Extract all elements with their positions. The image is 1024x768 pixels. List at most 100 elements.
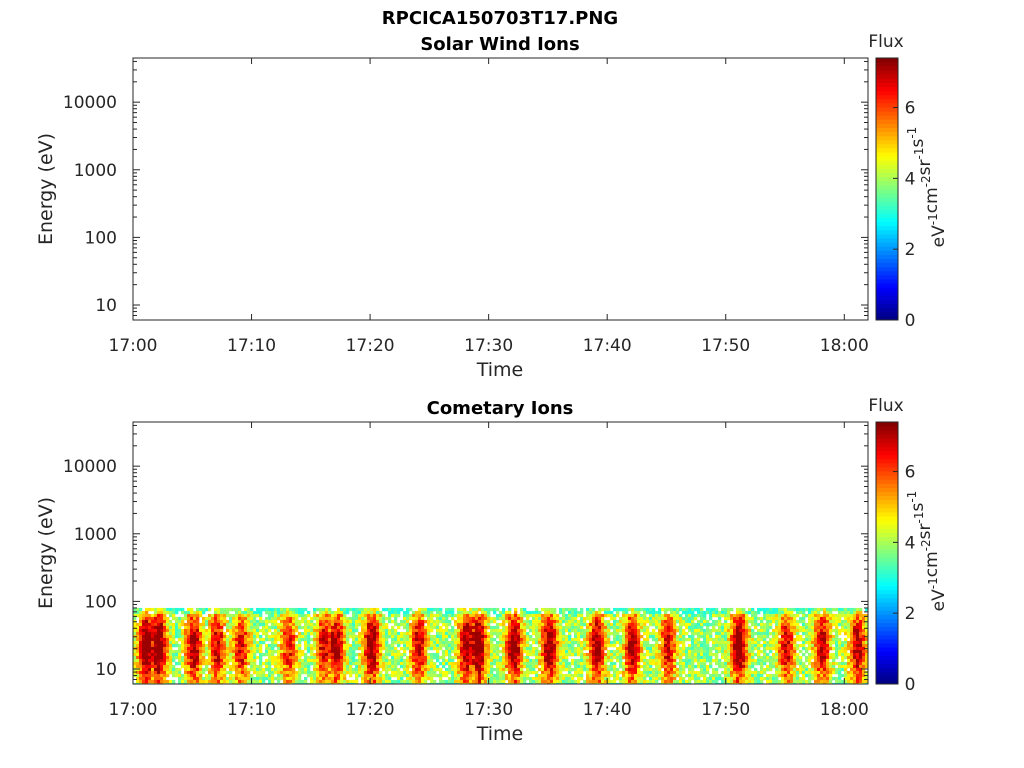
heatmap-cell <box>469 652 473 657</box>
heatmap-cell <box>466 610 470 615</box>
heatmap-cell <box>163 640 167 645</box>
heatmap-cell <box>346 628 350 633</box>
heatmap-cell <box>541 631 545 636</box>
heatmap-cell <box>223 676 227 681</box>
heatmap-cell <box>607 613 611 618</box>
heatmap-cell <box>592 652 596 657</box>
heatmap-cell <box>541 643 545 648</box>
heatmap-cell <box>697 682 701 684</box>
heatmap-cell <box>235 658 239 663</box>
heatmap-cell <box>271 643 275 648</box>
heatmap-cell <box>376 643 380 648</box>
heatmap-cell <box>244 655 248 660</box>
heatmap-cell <box>214 667 218 672</box>
heatmap-cell <box>178 625 182 630</box>
heatmap-cell <box>427 637 431 642</box>
heatmap-cell <box>316 646 320 651</box>
heatmap-cell <box>247 682 251 684</box>
heatmap-cell <box>610 655 614 660</box>
heatmap-cell <box>733 631 737 636</box>
heatmap-cell <box>631 652 635 657</box>
heatmap-cell <box>574 679 578 684</box>
heatmap-cell <box>226 646 230 651</box>
heatmap-cell <box>667 679 671 684</box>
heatmap-cell <box>688 610 692 615</box>
heatmap-cell <box>448 622 452 627</box>
heatmap-cell <box>475 619 479 624</box>
heatmap-cell <box>457 607 461 612</box>
heatmap-cell <box>496 649 500 654</box>
heatmap-cell <box>658 625 662 630</box>
heatmap-cell <box>484 649 488 654</box>
heatmap-cell <box>667 628 671 633</box>
heatmap-cell <box>538 622 542 627</box>
heatmap-cell <box>193 673 197 678</box>
heatmap-cell <box>199 676 203 681</box>
heatmap-cell <box>355 619 359 624</box>
heatmap-cell <box>562 643 566 648</box>
heatmap-cell <box>535 640 539 645</box>
heatmap-cell <box>571 658 575 663</box>
heatmap-cell <box>628 679 632 684</box>
heatmap-cell <box>664 661 668 666</box>
heatmap-cell <box>463 655 467 660</box>
heatmap-cell <box>319 676 323 681</box>
heatmap-cell <box>712 646 716 651</box>
heatmap-cell <box>622 640 626 645</box>
heatmap-cell <box>277 676 281 681</box>
heatmap-cell <box>358 616 362 621</box>
heatmap-cell <box>319 670 323 675</box>
heatmap-cell <box>514 652 518 657</box>
heatmap-cell <box>583 628 587 633</box>
heatmap-cell <box>238 682 242 684</box>
heatmap-cell <box>229 613 233 618</box>
heatmap-cell <box>487 622 491 627</box>
heatmap-cell <box>334 610 338 615</box>
heatmap-cell <box>676 670 680 675</box>
heatmap-cell <box>349 646 353 651</box>
heatmap-cell <box>244 646 248 651</box>
heatmap-cell <box>349 607 353 612</box>
heatmap-cell <box>325 679 329 684</box>
heatmap-cell <box>274 619 278 624</box>
heatmap-cell <box>376 616 380 621</box>
heatmap-cell <box>463 637 467 642</box>
heatmap-cell <box>640 670 644 675</box>
heatmap-cell <box>373 640 377 645</box>
heatmap-cell <box>691 637 695 642</box>
heatmap-cell <box>676 655 680 660</box>
heatmap-cell <box>502 625 506 630</box>
heatmap-cell <box>187 658 191 663</box>
heatmap-cell <box>235 640 239 645</box>
heatmap-cell <box>247 619 251 624</box>
heatmap-cell <box>361 652 365 657</box>
heatmap-cell <box>427 646 431 651</box>
heatmap-cell <box>694 652 698 657</box>
heatmap-cell <box>217 619 221 624</box>
heatmap-cell <box>700 649 704 654</box>
heatmap-cell <box>304 622 308 627</box>
heatmap-cell <box>598 613 602 618</box>
heatmap-cell <box>433 670 437 675</box>
heatmap-cell <box>724 667 728 672</box>
heatmap-cell <box>631 613 635 618</box>
heatmap-cell <box>157 664 161 669</box>
heatmap-cell <box>247 640 251 645</box>
heatmap-cell <box>253 655 257 660</box>
heatmap-cell <box>433 643 437 648</box>
heatmap-cell <box>283 628 287 633</box>
heatmap-cell <box>367 631 371 636</box>
heatmap-cell <box>580 619 584 624</box>
heatmap-cell <box>463 610 467 615</box>
heatmap-cell <box>172 628 176 633</box>
heatmap-cell <box>502 667 506 672</box>
heatmap-cell <box>259 616 263 621</box>
heatmap-cell <box>445 673 449 678</box>
heatmap-cell <box>652 670 656 675</box>
heatmap-cell <box>442 613 446 618</box>
heatmap-cell <box>391 664 395 669</box>
heatmap-cell <box>382 661 386 666</box>
heatmap-cell <box>481 646 485 651</box>
heatmap-cell <box>160 676 164 681</box>
heatmap-cell <box>652 646 656 651</box>
